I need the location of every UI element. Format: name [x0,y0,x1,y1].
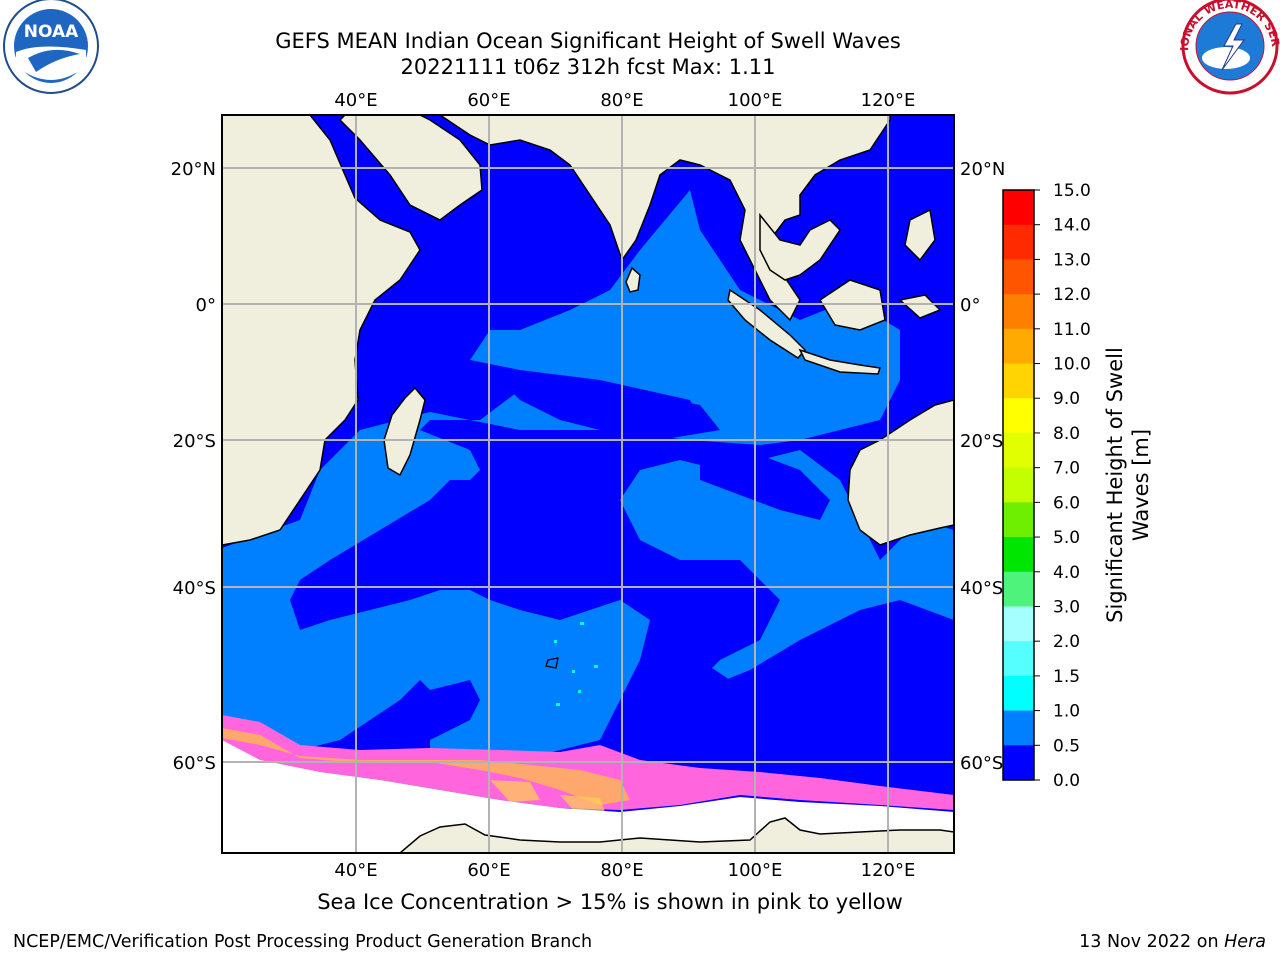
lon-label-bottom: 120°E [861,860,916,881]
lon-label-top: 120°E [861,90,916,111]
svg-text:NATIONAL WEATHER SERVICE: NATIONAL WEATHER SERVICE [0,0,1280,51]
colorbar-tick-label: 3.0 [1053,597,1080,617]
colorbar-swatch [1003,675,1034,712]
lat-labels: 20°N 0° 20°S 40°S 60°S 20°N 0° 20°S 40°S… [171,159,1006,774]
colorbar-tick-label: 11.0 [1053,320,1091,340]
colorbar-tick-label: 10.0 [1053,355,1091,375]
noaa-logo-text: NOAA [24,22,79,42]
africa-land [222,115,421,546]
lon-label-bottom: 60°E [467,860,510,881]
lat-label-left: 40°S [173,578,216,599]
footer-date: 13 Nov 2022 on Hera [1079,932,1266,952]
lat-label-left: 0° [196,295,216,316]
lon-labels: 40°E 60°E 80°E 100°E 120°E 40°E 60°E 80°… [334,90,915,881]
footer-credit: NCEP/EMC/Verification Post Processing Pr… [13,932,593,952]
colorbar-tick-label: 6.0 [1053,493,1080,513]
colorbar-tick-label: 5.0 [1053,528,1080,548]
nws-logo: NATIONAL WEATHER SERVICE [0,0,1280,95]
lat-label-left: 60°S [173,753,216,774]
lat-label-left: 20°N [171,159,216,180]
colorbar-tick-label: 13.0 [1053,250,1091,270]
colorbar-tick-label: 1.5 [1053,667,1080,687]
colorbar-tick-label: 15.0 [1053,181,1091,201]
colorbar-swatch [1003,432,1034,469]
nws-logo-text: NATIONAL WEATHER SERVICE [0,0,1280,51]
map-title: GEFS MEAN Indian Ocean Significant Heigh… [275,29,901,53]
colorbar-swatch [1003,328,1034,365]
colorbar-tick-label: 0.0 [1053,771,1080,791]
colorbar-swatch [1003,224,1034,260]
colorbar-swatch [1003,537,1034,573]
map-subtitle: 20221111 t06z 312h fcst Max: 1.11 [400,55,776,79]
colorbar-swatch [1003,502,1034,538]
lon-label-bottom: 80°E [600,860,643,881]
colorbar-tick-label: 4.0 [1053,563,1080,583]
lat-label-right: 60°S [960,753,1003,774]
colorbar-tick-label: 0.5 [1053,736,1080,756]
antarctica-coast [398,817,954,853]
lon-label-top: 60°E [467,90,510,111]
colorbar-tick-label: 2.0 [1053,632,1080,652]
lon-label-top: 40°E [334,90,377,111]
map-content [222,115,954,853]
colorbar: 15.0 14.0 13.0 12.0 11.0 10.0 9.0 8.0 7.0 6.0 5.0 4… [1002,181,1091,791]
colorbar-swatch [1003,294,1034,330]
colorbar-tick-label: 8.0 [1053,424,1080,444]
lat-label-left: 20°S [173,431,216,452]
lat-label-right: 20°N [960,159,1005,180]
noaa-logo: NOAA [3,0,99,94]
colorbar-tick-label: 9.0 [1053,389,1080,409]
colorbar-tick-label: 12.0 [1053,285,1091,305]
colorbar-label: Significant Height of Swell Waves [m] [1103,347,1153,623]
swell-mid-field [222,190,900,760]
madagascar-land [383,386,426,477]
colorbar-tick-label: 14.0 [1053,216,1091,236]
colorbar-swatch [1003,467,1034,503]
colorbar-swatch [1003,606,1034,642]
australia-land [847,399,954,546]
sea-ice-caption: Sea Ice Concentration > 15% is shown in … [317,890,903,914]
lat-label-right: 40°S [960,578,1003,599]
graticule [222,115,954,853]
colorbar-frame [1002,189,1035,781]
footer-machine: Hera [1224,932,1266,952]
colorbar-swatch [1003,745,1034,781]
colorbar-tick-label: 7.0 [1053,459,1080,479]
colorbar-swatch [1003,259,1034,295]
lat-label-right: 20°S [960,431,1003,452]
colorbar-swatch [1003,571,1034,607]
lon-label-bottom: 40°E [334,860,377,881]
colorbar-swatch [1003,398,1034,434]
colorbar-swatch [1003,641,1034,677]
lon-label-top: 100°E [728,90,783,111]
land-masses [222,115,954,546]
colorbar-swatch [1003,190,1034,226]
lon-label-bottom: 100°E [728,860,783,881]
map-frame [221,114,955,854]
colorbar-tick-label: 1.0 [1053,702,1080,722]
colorbar-swatch [1003,363,1034,399]
lon-label-top: 80°E [600,90,643,111]
lat-label-right: 0° [960,295,980,316]
colorbar-swatch [1003,710,1034,746]
